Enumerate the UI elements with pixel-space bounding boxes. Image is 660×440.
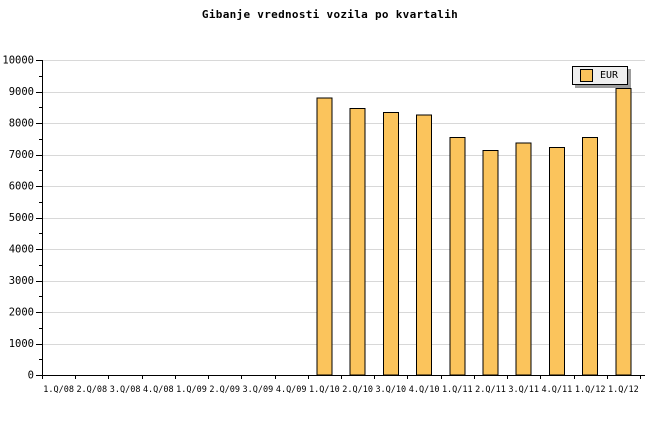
bar-1.Q/11 [449, 137, 466, 376]
bar-3.Q/10 [382, 111, 399, 376]
legend-swatch-icon [580, 69, 593, 82]
y-tick-label: 8000 [9, 118, 34, 130]
x-tick-label: 1.Q/12 [608, 385, 639, 395]
bar-1.Q/12 [615, 87, 632, 376]
bar-4.Q/10 [416, 114, 433, 376]
y-tick-label: 10000 [2, 55, 34, 67]
y-tick-label: 9000 [9, 86, 34, 98]
bar-1.Q/12 [582, 137, 599, 376]
x-tick-label: 1.Q/12 [575, 385, 606, 395]
y-tick-label: 0 [28, 370, 34, 382]
x-tick-label: 4.Q/11 [542, 385, 573, 395]
y-tick-label: 4000 [9, 244, 34, 256]
bar-4.Q/11 [548, 147, 565, 376]
x-tick-label: 4.Q/10 [409, 385, 440, 395]
bar-1.Q/10 [316, 97, 333, 376]
x-tick-label: 1.Q/09 [176, 385, 207, 395]
legend-label: EUR [600, 69, 619, 81]
x-tick-label: 2.Q/11 [475, 385, 506, 395]
x-tick-label: 3.Q/10 [375, 385, 406, 395]
x-tick-label: 2.Q/08 [76, 385, 107, 395]
chart-title: Gibanje vrednosti vozila po kvartalih [201, 8, 459, 21]
y-tick-label: 1000 [9, 338, 34, 350]
bar-2.Q/11 [482, 150, 499, 376]
y-tick-label: 3000 [9, 275, 34, 287]
x-tick-label: 2.Q/10 [342, 385, 373, 395]
y-tick-label: 2000 [9, 307, 34, 319]
x-tick-label: 2.Q/09 [209, 385, 240, 395]
x-tick-label: 4.Q/09 [276, 385, 307, 395]
x-tick-label: 1.Q/08 [43, 385, 74, 395]
x-tick-label: 3.Q/09 [243, 385, 274, 395]
bar-2.Q/10 [349, 108, 366, 376]
x-tick-label: 1.Q/11 [442, 385, 473, 395]
y-tick-label: 5000 [9, 212, 34, 224]
x-tick-label: 4.Q/08 [143, 385, 174, 395]
y-tick-label: 6000 [9, 181, 34, 193]
y-tick-label: 7000 [9, 149, 34, 161]
x-tick-label: 3.Q/11 [508, 385, 539, 395]
bar-3.Q/11 [515, 142, 532, 376]
x-tick-label: 3.Q/08 [110, 385, 141, 395]
legend: EUR [572, 66, 628, 85]
x-tick-label: 1.Q/10 [309, 385, 340, 395]
